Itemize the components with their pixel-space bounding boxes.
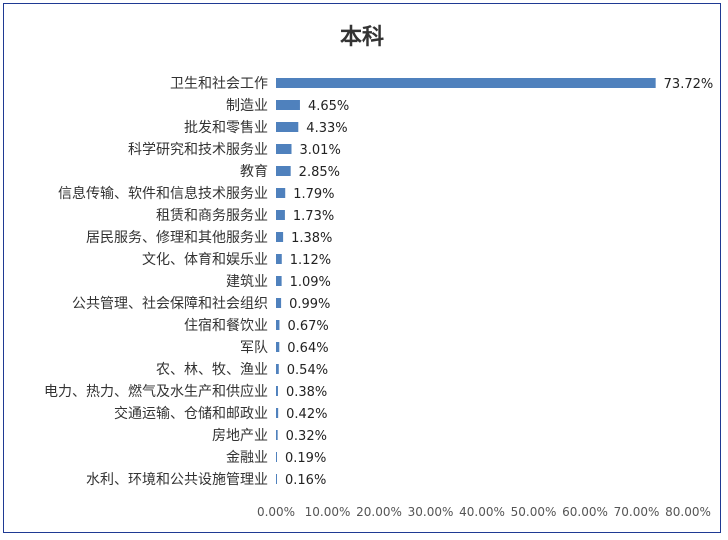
data-label: 0.67% — [287, 319, 328, 334]
bar — [276, 78, 656, 88]
bar — [276, 474, 277, 484]
data-label: 0.64% — [287, 341, 328, 356]
x-tick-label: 0.00% — [257, 505, 295, 519]
bar — [276, 408, 279, 418]
category-label: 教育 — [240, 164, 268, 180]
bar — [276, 166, 291, 176]
x-tick-label: 80.00% — [665, 505, 711, 519]
chart-title: 本科 — [340, 25, 384, 50]
category-label: 信息传输、软件和信息技术服务业 — [58, 185, 268, 202]
bar — [276, 430, 278, 440]
bars-layer — [276, 78, 656, 484]
bar-chart: 本科 卫生和社会工作制造业批发和零售业科学研究和技术服务业教育信息传输、软件和信… — [44, 25, 713, 519]
data-label: 73.72% — [664, 77, 714, 92]
value-labels: 73.72% 4.65% 4.33% 3.01% 2.85% 1.79% 1.73% 1.38… — [285, 77, 713, 488]
category-labels: 卫生和社会工作制造业批发和零售业科学研究和技术服务业教育信息传输、软件和信息技术… — [44, 76, 268, 488]
bar — [276, 232, 284, 242]
bar — [276, 386, 278, 396]
data-label: 0.38% — [286, 385, 327, 400]
x-tick-label: 40.00% — [459, 505, 505, 519]
category-label: 住宿和餐饮业 — [184, 317, 268, 334]
bar — [276, 342, 280, 352]
category-label: 房地产业 — [212, 428, 268, 444]
category-label: 金融业 — [226, 450, 268, 466]
bar — [276, 122, 299, 132]
bar — [276, 452, 277, 462]
data-label: 4.33% — [306, 121, 347, 136]
category-label: 科学研究和技术服务业 — [128, 142, 268, 158]
bar — [276, 188, 286, 198]
category-label: 卫生和社会工作 — [170, 76, 268, 92]
bar — [276, 210, 285, 220]
data-label: 0.54% — [287, 363, 328, 378]
x-tick-label: 20.00% — [356, 505, 402, 519]
data-label: 0.32% — [286, 429, 327, 444]
category-label: 公共管理、社会保障和社会组织 — [72, 296, 268, 312]
bar — [276, 320, 280, 330]
bar — [276, 276, 282, 286]
category-label: 交通运输、仓储和邮政业 — [114, 405, 268, 422]
category-label: 批发和零售业 — [184, 120, 268, 136]
data-label: 3.01% — [300, 143, 341, 158]
chart-frame: 本科 卫生和社会工作制造业批发和零售业科学研究和技术服务业教育信息传输、软件和信… — [3, 3, 721, 533]
x-tick-label: 60.00% — [562, 505, 608, 519]
data-label: 4.65% — [308, 99, 349, 114]
bar — [276, 298, 282, 308]
bar — [276, 254, 282, 264]
data-label: 2.85% — [299, 165, 340, 180]
category-label: 居民服务、修理和其他服务业 — [86, 230, 268, 246]
category-label: 文化、体育和娱乐业 — [142, 252, 268, 268]
x-tick-label: 50.00% — [511, 505, 557, 519]
data-label: 1.73% — [293, 209, 334, 224]
data-label: 1.12% — [290, 253, 331, 268]
x-tick-label: 10.00% — [305, 505, 351, 519]
x-axis-ticks: 0.00% 10.00% 20.00% 30.00% 40.00% 50.00% 60.00… — [257, 505, 711, 519]
data-label: 1.38% — [291, 231, 332, 246]
bar — [276, 100, 300, 110]
x-tick-label: 70.00% — [614, 505, 660, 519]
category-label: 水利、环境和公共设施管理业 — [86, 472, 268, 488]
category-label: 军队 — [240, 340, 268, 356]
data-label: 1.09% — [290, 275, 331, 290]
category-label: 建筑业 — [226, 274, 268, 290]
data-label: 0.99% — [289, 297, 330, 312]
bar — [276, 144, 292, 154]
data-label: 0.42% — [286, 407, 327, 422]
category-label: 制造业 — [226, 98, 268, 114]
x-tick-label: 30.00% — [408, 505, 454, 519]
data-label: 0.16% — [285, 473, 326, 488]
category-label: 电力、热力、燃气及水生产和供应业 — [44, 383, 268, 400]
data-label: 1.79% — [293, 187, 334, 202]
category-label: 农、林、牧、渔业 — [156, 362, 268, 378]
data-label: 0.19% — [285, 451, 326, 466]
category-label: 租赁和商务服务业 — [156, 208, 268, 224]
bar — [276, 364, 279, 374]
